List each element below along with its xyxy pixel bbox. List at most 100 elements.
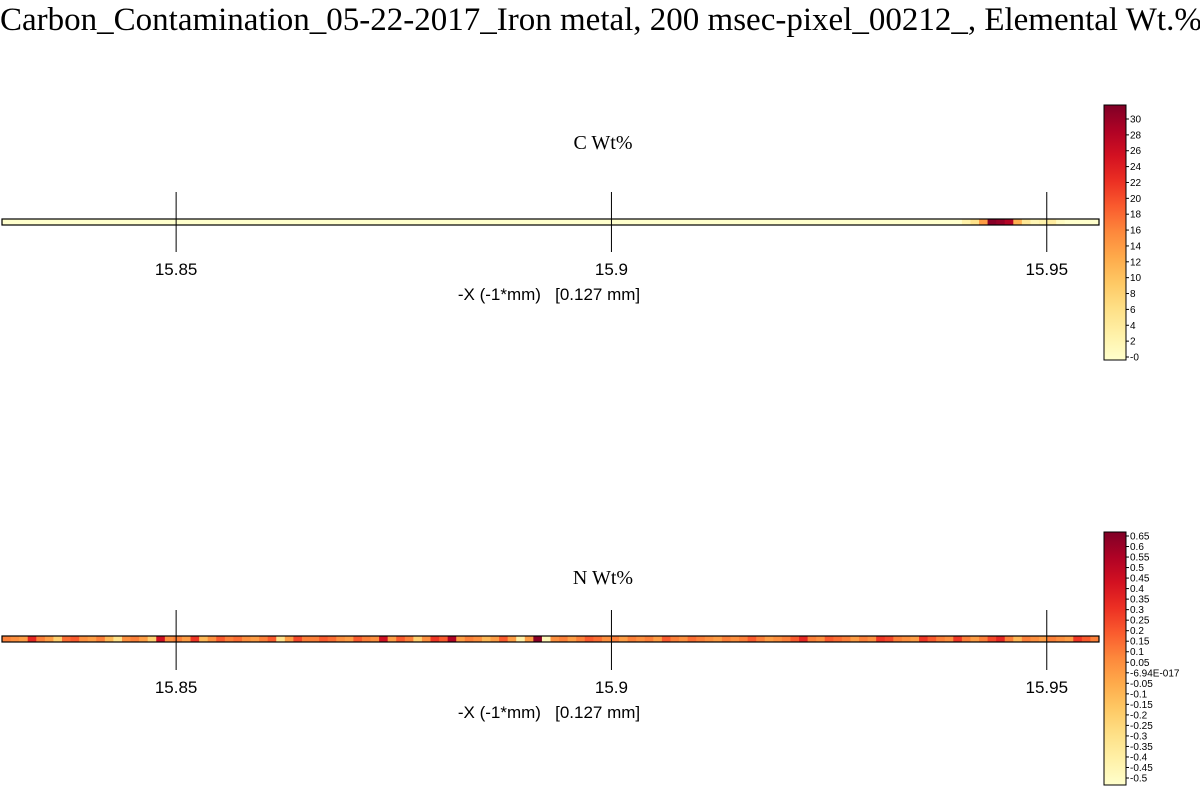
heatmap-cell	[207, 636, 217, 642]
heatmap-strip-n	[2, 636, 1100, 642]
heatmap-cell	[61, 219, 72, 225]
heatmap-cell	[490, 219, 500, 225]
heatmap-cell	[961, 636, 971, 642]
colorbar-tick-label: 18	[1130, 210, 1142, 221]
heatmap-cell	[919, 219, 929, 225]
heatmap-cell	[181, 219, 192, 225]
heatmap-cell	[259, 636, 269, 642]
heatmap-cell	[104, 636, 114, 642]
heatmap-cell	[130, 219, 140, 225]
heatmap-cell	[601, 219, 611, 225]
heatmap-cell	[816, 636, 826, 642]
heatmap-cell	[250, 636, 260, 642]
heatmap-cell	[267, 636, 277, 642]
heatmap-cell	[679, 219, 689, 225]
colorbar-tick-label: -0.2	[1130, 710, 1148, 721]
heatmap-cell	[567, 636, 577, 642]
heatmap-cell	[970, 636, 980, 642]
heatmap-cell	[421, 636, 432, 642]
heatmap-cell	[739, 636, 749, 642]
heatmap-cell	[704, 636, 714, 642]
heatmap-cell	[730, 636, 740, 642]
heatmap-cell	[824, 219, 834, 225]
heatmap-cell	[696, 636, 706, 642]
heatmap-cell	[936, 636, 946, 642]
heatmap-cell	[70, 219, 80, 225]
heatmap-cell	[439, 219, 449, 225]
heatmap-cell	[344, 219, 354, 225]
heatmap-cell	[387, 636, 397, 642]
heatmap-cell	[1021, 636, 1031, 642]
heatmap-cell	[173, 636, 183, 642]
heatmap-cell	[79, 636, 89, 642]
heatmap-cell	[747, 636, 757, 642]
heatmap-cell	[473, 219, 483, 225]
heatmap-cell	[730, 219, 740, 225]
heatmap-cell	[773, 636, 783, 642]
colorbar-tick-label: -0.1	[1130, 689, 1148, 700]
heatmap-cell	[910, 636, 920, 642]
heatmap-cell	[559, 636, 569, 642]
heatmap-cell	[721, 636, 731, 642]
heatmap-cell	[387, 219, 397, 225]
heatmap-cell	[996, 636, 1006, 642]
heatmap-cell	[44, 219, 54, 225]
heatmap-cell	[713, 636, 723, 642]
colorbar-tick-label: -6.94E-017	[1130, 668, 1180, 679]
heatmap-cell	[781, 636, 791, 642]
heatmap-cell	[876, 636, 886, 642]
heatmap-cell	[739, 219, 749, 225]
heatmap-cell	[910, 219, 920, 225]
colorbar-tick-label: -0.3	[1130, 731, 1148, 742]
heatmap-cell	[841, 219, 851, 225]
x-tick-label: 15.95	[1025, 678, 1068, 697]
heatmap-cell	[884, 636, 894, 642]
colorbar-tick-label: 0.45	[1130, 574, 1150, 585]
colorbar-tick-label: 10	[1130, 273, 1142, 284]
colorbar-gradient	[1103, 531, 1127, 786]
heatmap-cell	[156, 219, 166, 225]
heatmap-cell	[1056, 636, 1066, 642]
heatmap-cell	[113, 219, 123, 225]
heatmap-cell	[96, 636, 106, 642]
heatmap-cell	[447, 636, 457, 642]
heatmap-cell	[87, 219, 97, 225]
heatmap-cell	[901, 219, 911, 225]
heatmap-cell	[499, 219, 509, 225]
heatmap-cell	[361, 219, 372, 225]
heatmap-cell	[1073, 636, 1083, 642]
heatmap-cell	[610, 219, 620, 225]
heatmap-cell	[139, 219, 149, 225]
heatmap-cell	[893, 219, 903, 225]
heatmap-strip-c	[2, 219, 1100, 225]
heatmap-cell	[439, 636, 449, 642]
heatmap-cell	[1047, 636, 1057, 642]
heatmap-cell	[490, 636, 500, 642]
colorbar-tick-label: 20	[1130, 194, 1142, 205]
heatmap-cell	[430, 219, 440, 225]
heatmap-cell	[1056, 219, 1066, 225]
heatmap-cell	[121, 636, 132, 642]
heatmap-cell	[550, 636, 560, 642]
heatmap-cell	[961, 219, 971, 225]
heatmap-cell	[1021, 219, 1031, 225]
colorbar-tick-label: -0.4	[1130, 752, 1148, 763]
heatmap-cell	[713, 219, 723, 225]
heatmap-cell	[850, 219, 860, 225]
heatmap-cell	[781, 219, 791, 225]
colorbar-tick-label: -0.45	[1130, 763, 1153, 774]
heatmap-cell	[396, 219, 406, 225]
heatmap-cell	[481, 636, 492, 642]
heatmap-cell	[576, 219, 586, 225]
heatmap-cell	[404, 636, 414, 642]
heatmap-cell	[619, 636, 629, 642]
heatmap-cell	[2, 219, 12, 225]
heatmap-cell	[10, 219, 20, 225]
heatmap-cell	[404, 219, 414, 225]
colorbar-tick-label: 26	[1130, 146, 1142, 157]
heatmap-cell	[670, 636, 680, 642]
heatmap-cell	[747, 219, 757, 225]
heatmap-cell	[301, 219, 312, 225]
heatmap-cell	[619, 219, 629, 225]
heatmap-cell	[979, 636, 989, 642]
